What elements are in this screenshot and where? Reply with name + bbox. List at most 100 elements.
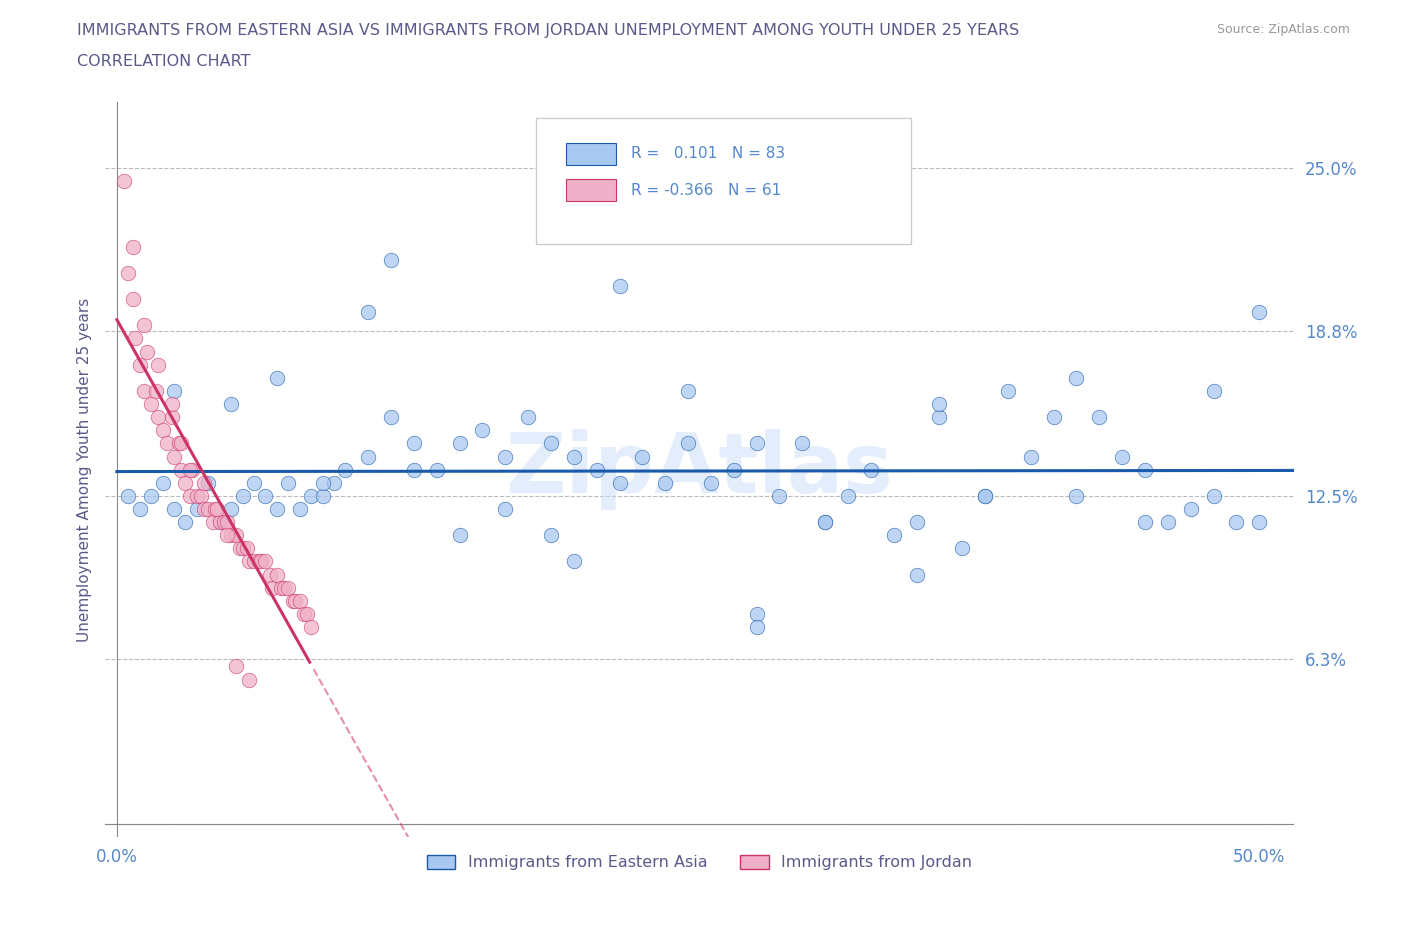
Point xyxy=(163,449,186,464)
Point xyxy=(231,488,253,503)
Point xyxy=(380,252,402,267)
Point xyxy=(112,174,135,189)
Point xyxy=(134,383,156,398)
Point xyxy=(585,462,607,477)
Point xyxy=(250,554,273,569)
Point xyxy=(174,514,197,529)
Point xyxy=(292,606,315,621)
Point xyxy=(197,501,219,516)
Point xyxy=(540,528,562,543)
Point xyxy=(928,410,950,425)
Point xyxy=(928,396,950,411)
Point xyxy=(262,580,284,595)
Point xyxy=(128,357,150,372)
Point xyxy=(174,475,197,490)
Point xyxy=(1249,514,1271,529)
Point xyxy=(121,239,145,254)
Point xyxy=(562,554,585,569)
Point xyxy=(1019,449,1042,464)
Point xyxy=(284,593,307,608)
Point xyxy=(426,462,449,477)
Point xyxy=(950,541,973,556)
Point xyxy=(562,449,585,464)
Point xyxy=(117,488,139,503)
Point xyxy=(494,449,516,464)
Point xyxy=(494,501,516,516)
FancyBboxPatch shape xyxy=(567,179,616,202)
Point xyxy=(259,567,281,582)
Point xyxy=(859,462,882,477)
Point xyxy=(814,514,837,529)
Point xyxy=(1157,514,1180,529)
Point xyxy=(745,619,768,634)
Point xyxy=(322,475,346,490)
Point xyxy=(1133,462,1156,477)
Point xyxy=(215,528,238,543)
Point xyxy=(208,514,231,529)
Point xyxy=(335,462,357,477)
Point xyxy=(134,318,156,333)
Point xyxy=(141,488,162,503)
Point xyxy=(152,423,174,438)
Point xyxy=(243,554,266,569)
Point xyxy=(299,619,322,634)
Point xyxy=(288,501,311,516)
Point xyxy=(124,331,146,346)
Point xyxy=(609,279,631,294)
FancyBboxPatch shape xyxy=(567,142,616,165)
Point xyxy=(219,396,242,411)
Point xyxy=(219,501,242,516)
Point xyxy=(357,305,380,320)
Point xyxy=(837,488,859,503)
Point xyxy=(179,488,201,503)
Point xyxy=(215,514,238,529)
Text: Source: ZipAtlas.com: Source: ZipAtlas.com xyxy=(1216,23,1350,36)
Point xyxy=(266,370,288,385)
Point xyxy=(170,436,193,451)
Point xyxy=(311,488,333,503)
Point xyxy=(1066,370,1088,385)
Point xyxy=(1180,501,1202,516)
Point xyxy=(299,488,322,503)
Point xyxy=(288,593,311,608)
Point xyxy=(974,488,997,503)
Point xyxy=(974,488,997,503)
Point xyxy=(471,423,494,438)
Point xyxy=(792,436,814,451)
Point xyxy=(1249,305,1271,320)
Point xyxy=(236,541,259,556)
Point xyxy=(181,462,204,477)
Point xyxy=(238,554,260,569)
Point xyxy=(676,383,699,398)
Point xyxy=(121,292,145,307)
Point xyxy=(380,410,402,425)
Point xyxy=(231,541,253,556)
Point xyxy=(229,541,252,556)
Legend: Immigrants from Eastern Asia, Immigrants from Jordan: Immigrants from Eastern Asia, Immigrants… xyxy=(420,848,979,877)
Point xyxy=(266,501,288,516)
Point xyxy=(254,554,277,569)
Point xyxy=(277,475,299,490)
Point xyxy=(193,475,215,490)
Point xyxy=(905,514,928,529)
Point xyxy=(517,410,540,425)
Point xyxy=(179,462,201,477)
Point xyxy=(273,580,295,595)
Point xyxy=(609,475,631,490)
Point xyxy=(1066,488,1088,503)
Point xyxy=(152,475,174,490)
Point xyxy=(170,462,193,477)
Point xyxy=(1202,383,1225,398)
Point xyxy=(676,436,699,451)
Point xyxy=(1088,410,1111,425)
Point xyxy=(219,528,242,543)
Point xyxy=(238,672,260,687)
Point xyxy=(905,567,928,582)
Point xyxy=(1042,410,1064,425)
Point xyxy=(190,488,212,503)
Point xyxy=(163,383,186,398)
Point xyxy=(186,488,208,503)
Point xyxy=(247,554,270,569)
Y-axis label: Unemployment Among Youth under 25 years: Unemployment Among Youth under 25 years xyxy=(76,298,91,642)
Point xyxy=(277,580,299,595)
